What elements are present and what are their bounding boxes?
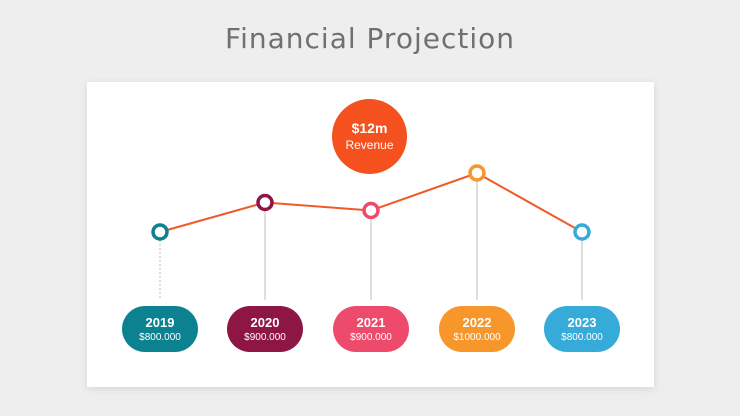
pill-value-label: $900.000 (350, 331, 392, 343)
pill-year-label: 2021 (356, 314, 386, 330)
pill-value-label: $1000.000 (453, 331, 501, 343)
data-point-2022 (468, 164, 486, 182)
pill-year-label: 2020 (250, 314, 280, 330)
revenue-summary-label: Revenue (345, 138, 394, 152)
revenue-summary-bubble: $12m Revenue (332, 99, 407, 174)
revenue-summary-value: $12m (351, 120, 388, 136)
year-pill-2022: 2022 $1000.000 (439, 306, 515, 352)
pill-value-label: $800.000 (139, 331, 181, 343)
pill-year-label: 2022 (462, 314, 492, 330)
year-pill-2021: 2021 $900.000 (333, 306, 409, 352)
year-pill-2023: 2023 $800.000 (544, 306, 620, 352)
connector-lines (159, 181, 583, 300)
data-point-2021 (362, 201, 380, 220)
pill-value-label: $800.000 (561, 331, 603, 343)
data-point-markers (151, 164, 591, 241)
pill-value-label: $900.000 (244, 331, 286, 343)
pill-year-label: 2019 (145, 314, 175, 330)
data-point-2023 (573, 223, 591, 241)
year-pill-2020: 2020 $900.000 (227, 306, 303, 352)
page-title: Financial Projection (225, 22, 515, 55)
data-point-2020 (256, 193, 274, 212)
data-point-2019 (151, 223, 169, 241)
pill-year-label: 2023 (567, 314, 597, 330)
year-pill-2019: 2019 $800.000 (122, 306, 198, 352)
